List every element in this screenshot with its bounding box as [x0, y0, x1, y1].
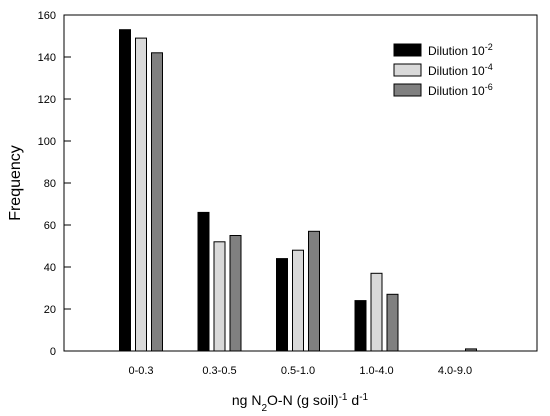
bar	[308, 230, 320, 352]
bar	[354, 300, 367, 352]
x-axis-label-part: -1	[359, 392, 368, 403]
y-tick-label: 160	[38, 10, 56, 22]
x-tick-label: 0.3-0.5	[202, 365, 236, 377]
bar	[370, 272, 383, 352]
y-tick-label: 0	[50, 346, 56, 358]
bar	[386, 293, 399, 352]
bar	[119, 29, 131, 352]
x-tick-label: 1.0-4.0	[359, 365, 393, 377]
legend-swatch	[393, 83, 422, 97]
legend-swatch	[393, 63, 422, 77]
legend-label-text: Dilution 10	[428, 44, 485, 58]
bar	[197, 211, 210, 352]
legend-label: Dilution 10-2	[428, 42, 493, 58]
legend-label-exponent: -6	[485, 82, 493, 92]
bar	[292, 249, 304, 352]
x-axis-label-part: -1	[339, 392, 348, 403]
x-axis-label-part: 2	[261, 403, 267, 414]
legend-label-exponent: -4	[485, 62, 493, 72]
legend-label-text: Dilution 10	[428, 84, 485, 98]
bar	[213, 241, 226, 352]
x-tick-label: 4.0-9.0	[438, 365, 472, 377]
y-tick-label: 40	[44, 262, 56, 274]
y-axis-label: Frequency	[7, 145, 24, 221]
bars	[119, 29, 477, 352]
legend-swatch	[393, 43, 422, 57]
bar	[276, 258, 288, 352]
bar	[465, 348, 477, 352]
legend-label: Dilution 10-4	[428, 62, 493, 78]
legend-label-text: Dilution 10	[428, 64, 485, 78]
legend-label: Dilution 10-6	[428, 82, 493, 98]
x-tick-label: 0-0.3	[128, 365, 153, 377]
y-tick-label: 60	[44, 220, 56, 232]
y-tick-label: 120	[38, 94, 56, 106]
x-axis-label: ng N2O-N (g soil)-1 d-1	[232, 392, 369, 414]
x-axis-label-part: O-N (g soil)	[267, 392, 339, 408]
bar	[229, 235, 242, 352]
y-tick-label: 80	[44, 178, 56, 190]
y-tick-label: 140	[38, 52, 56, 64]
y-tick-label: 100	[38, 136, 56, 148]
x-axis-label-part: d	[348, 392, 360, 408]
y-axis: 0 20 40 60 80 100 120 140 160	[38, 10, 71, 358]
x-tick-label: 0.5-1.0	[281, 365, 315, 377]
y-tick-label: 20	[44, 304, 56, 316]
bar	[151, 52, 163, 352]
legend-label-exponent: -2	[485, 42, 493, 52]
x-axis-label-part: ng N	[232, 392, 262, 408]
x-axis: 0-0.3 0.3-0.5 0.5-1.0 1.0-4.0 4.0-9.0	[128, 365, 472, 377]
bar	[135, 37, 147, 352]
